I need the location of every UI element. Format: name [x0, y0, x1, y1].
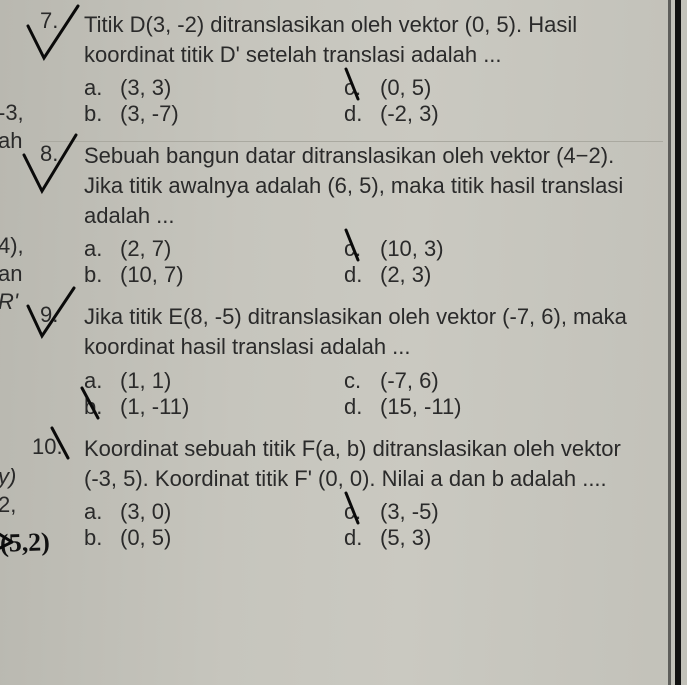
question-7-options: a.(3, 3) c.(0, 5) b.(3, -7) d.(-2, 3) — [84, 75, 669, 127]
question-10-options: a.(3, 0) c.(3, -5) b.(0, 5) d.(5, 3) — [84, 499, 669, 551]
question-8-options: a.(2, 7) c.(10, 3) b.(10, 7) d.(2, 3) — [84, 236, 669, 288]
question-9-options: a.(1, 1) c.(-7, 6) b.(1, -11) d.(15, -11… — [84, 368, 669, 420]
question-10-stem: Koordinat sebuah titik F(a, b) ditransla… — [84, 434, 641, 493]
q10-option-c: c.(3, -5) — [344, 499, 564, 525]
margin-text-2a: 4), — [0, 233, 24, 259]
q9-option-a: a.(1, 1) — [84, 368, 304, 394]
q8-option-a: a.(2, 7) — [84, 236, 304, 262]
question-8-number: 8. — [40, 141, 58, 167]
question-8: 8. Sebuah bangun datar ditranslasikan ol… — [50, 141, 669, 288]
question-9-stem: Jika titik E(8, -5) ditranslasikan oleh … — [84, 302, 641, 361]
margin-text-1a: -3, — [0, 100, 24, 126]
q10-option-b: b.(0, 5) — [84, 525, 304, 551]
margin-text-3a: y) — [0, 464, 16, 490]
question-9: 9. Jika titik E(8, -5) ditranslasikan ol… — [50, 302, 669, 419]
page-border-right-thick — [675, 0, 681, 685]
margin-text-2b: an — [0, 261, 22, 287]
question-10-number: 10. — [32, 434, 63, 460]
q7-option-a: a.(3, 3) — [84, 75, 304, 101]
q9-option-c: c.(-7, 6) — [344, 368, 564, 394]
q7-option-c: c.(0, 5) — [344, 75, 564, 101]
margin-text-2c: R' — [0, 289, 18, 315]
question-9-number: 9. — [40, 302, 58, 328]
question-8-stem: Sebuah bangun datar ditranslasikan oleh … — [84, 141, 641, 230]
q10-option-a: a.(3, 0) — [84, 499, 304, 525]
q7-option-b: b.(3, -7) — [84, 101, 304, 127]
question-7-stem: Titik D(3, -2) ditranslasikan oleh vekto… — [84, 10, 641, 69]
question-10: 10. Koordinat sebuah titik F(a, b) ditra… — [50, 434, 669, 551]
q10-option-d: d.(5, 3) — [344, 525, 564, 551]
arrow-mark-icon — [0, 522, 34, 562]
margin-text-1b: ah — [0, 128, 22, 154]
margin-text-3b: 2, — [0, 492, 16, 518]
exam-page: { "margin_fragments": { "m1a": "-3,", "m… — [0, 0, 687, 685]
q8-option-c: c.(10, 3) — [344, 236, 564, 262]
q8-option-d: d.(2, 3) — [344, 262, 564, 288]
question-7: 7. Titik D(3, -2) ditranslasikan oleh ve… — [50, 8, 669, 127]
q8-option-b: b.(10, 7) — [84, 262, 304, 288]
handwritten-answer: (5,2) — [0, 527, 50, 559]
q9-option-b: b.(1, -11) — [84, 394, 304, 420]
question-7-number: 7. — [40, 8, 58, 34]
q9-option-d: d.(15, -11) — [344, 394, 564, 420]
q7-option-d: d.(-2, 3) — [344, 101, 564, 127]
